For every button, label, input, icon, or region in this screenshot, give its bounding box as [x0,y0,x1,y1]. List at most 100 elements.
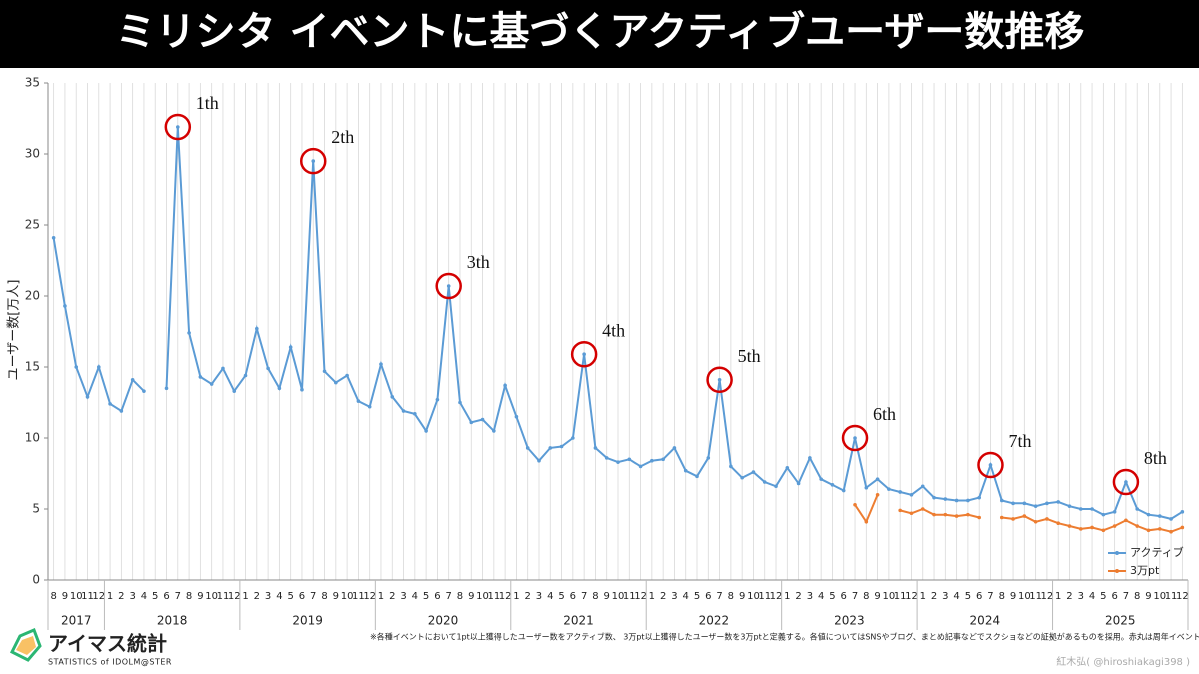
anniversary-circle [841,424,869,452]
x-tick-label: 7 [310,591,316,602]
x-tick-label: 1 [107,591,113,602]
year-label: 2024 [970,614,1001,628]
x-tick-label: 5 [829,591,835,602]
data-point [1157,527,1162,531]
x-tick-label: 11 [758,591,771,602]
data-point [1112,510,1117,514]
x-tick-label: 9 [1145,591,1151,602]
x-tick-label: 5 [965,591,971,602]
x-tick-label: 11 [487,591,500,602]
data-point [785,466,790,470]
data-point [1045,501,1049,506]
data-point [413,412,417,416]
x-tick-label: 7 [852,591,858,602]
data-point [130,377,135,382]
year-label: 2017 [61,614,92,628]
data-point [943,497,948,501]
x-tick-label: 6 [841,591,847,602]
data-point [706,456,711,460]
data-point [1022,514,1027,518]
data-point [683,468,688,473]
x-tick-label: 1 [378,591,384,602]
x-tick-label: 12 [770,591,783,602]
y-tick-label: 5 [32,502,40,516]
x-tick-label: 9 [874,591,880,602]
data-point [334,380,338,385]
data-point [808,456,812,460]
data-point [548,446,553,450]
data-point [638,464,643,469]
x-tick-label: 2 [389,591,395,602]
x-tick-label: 11 [217,591,230,602]
x-tick-label: 5 [152,591,158,602]
x-tick-label: 7 [716,591,722,602]
annotation: 6th [873,404,896,424]
x-tick-label: 3 [1078,591,1084,602]
x-tick-label: 4 [683,591,689,602]
data-point [1101,512,1106,517]
x-tick-label: 11 [81,591,94,602]
data-point [920,507,925,511]
data-point [458,400,462,405]
data-point [898,490,902,494]
y-axis-label: ユーザー数[万人] [7,280,22,381]
legend-marker [1115,551,1119,555]
y-tick-label: 0 [32,573,40,587]
anniversary-circle [1112,468,1140,496]
year-label: 2020 [428,614,459,628]
data-point [322,369,327,374]
annotation: 7th [1008,431,1031,451]
x-tick-label: 8 [50,591,56,602]
data-point [762,480,767,484]
data-point [311,159,316,163]
x-tick-label: 11 [1029,591,1042,602]
data-point [480,417,485,422]
x-tick-label: 5 [558,591,564,602]
annotation: 1th [196,93,219,113]
data-point [1033,504,1038,508]
x-tick-label: 6 [434,591,440,602]
x-tick-label: 3 [536,591,542,602]
data-point [537,458,541,463]
x-tick-label: 8 [1134,591,1140,602]
data-point [277,386,282,391]
x-tick-label: 8 [592,591,598,602]
annotation: 5th [738,346,761,366]
data-point [774,484,778,489]
x-tick-label: 1 [242,591,248,602]
data-point [469,420,474,425]
x-tick-label: 4 [818,591,824,602]
x-tick-label: 6 [705,591,711,602]
data-point [875,477,880,481]
x-tick-label: 7 [987,591,993,602]
logo-title: アイマス統計 [48,632,167,656]
x-tick-label: 3 [400,591,406,602]
x-tick-label: 6 [299,591,305,602]
data-point [1033,519,1038,524]
data-point [1011,517,1015,521]
x-tick-label: 6 [1111,591,1117,602]
data-point [559,444,564,449]
data-point [1022,501,1027,506]
y-tick-label: 20 [25,289,40,303]
data-point [909,493,914,497]
data-point [514,414,519,419]
legend-label: アクティブ [1130,545,1184,559]
x-tick-label: 5 [1100,591,1106,602]
data-point [661,457,665,462]
x-tick-label: 2 [660,591,666,602]
x-tick-label: 12 [1041,591,1054,602]
data-point [999,498,1004,503]
x-tick-label: 12 [363,591,376,602]
data-point [853,502,857,507]
data-point [446,284,451,288]
x-tick-label: 1 [920,591,926,602]
data-point [51,235,56,240]
x-tick-label: 10 [1153,591,1166,602]
data-point [1090,525,1094,530]
data-point [300,387,304,392]
x-tick-label: 4 [141,591,147,602]
data-point [717,377,722,382]
x-tick-label: 8 [728,591,734,602]
data-point [954,498,959,503]
